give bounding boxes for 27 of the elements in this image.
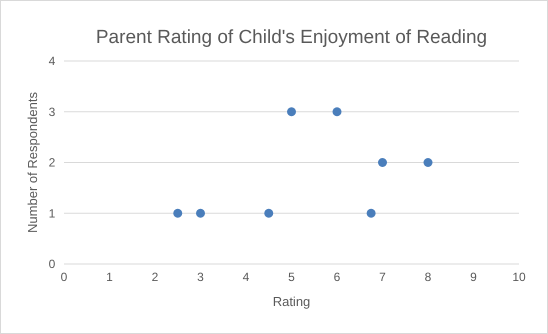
chart-title: Parent Rating of Child's Enjoyment of Reading [96, 27, 488, 48]
point [196, 208, 205, 218]
x-tick-label: 7 [379, 270, 386, 284]
y-tick-label: 1 [48, 206, 56, 220]
x-tick-label: 8 [424, 270, 432, 284]
point [173, 208, 182, 218]
x-tick-label: 2 [152, 270, 159, 284]
x-tick-label: 5 [288, 270, 296, 284]
point [287, 107, 296, 116]
x-tick-label: 6 [334, 270, 341, 284]
point [366, 208, 376, 218]
y-tick-label: 3 [48, 104, 56, 119]
x-tick-label: 1 [106, 270, 114, 284]
point [378, 158, 387, 167]
point [264, 208, 274, 218]
y-tick-label: 0 [48, 257, 56, 272]
y-tick-label: 4 [48, 54, 56, 68]
x-tick-label: 9 [470, 270, 478, 284]
x-tick-label: 0 [60, 270, 68, 284]
x-tick-label: 10 [512, 270, 526, 284]
x-tick-label: 3 [197, 270, 204, 284]
point [332, 107, 342, 116]
y-tick-label: 2 [48, 156, 56, 170]
y-axis-title: Number of Respondents [25, 92, 40, 233]
x-tick-label: 4 [242, 270, 250, 284]
point [424, 158, 432, 167]
x-axis-title: Rating [272, 294, 310, 309]
